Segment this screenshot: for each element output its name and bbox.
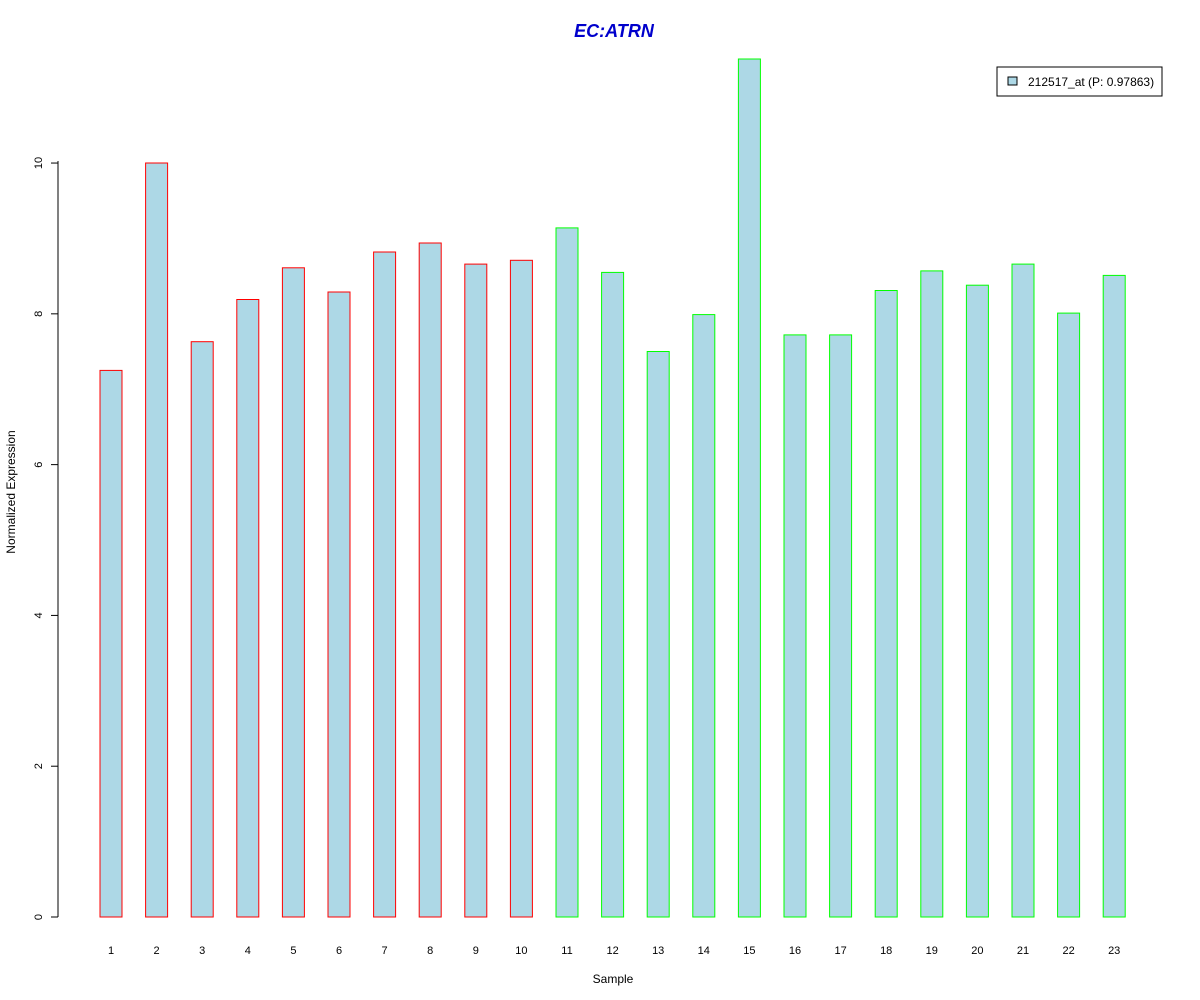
y-axis: 0 2 4 6 8 10 — [33, 157, 59, 920]
bar-sample-11 — [555, 227, 579, 918]
x-tick-label: 23 — [1108, 945, 1120, 957]
x-tick-label: 17 — [834, 945, 846, 957]
y-tick-label: 10 — [33, 157, 45, 169]
bar-sample-3 — [190, 341, 214, 918]
x-tick-labels: 1 2 3 4 5 6 7 8 9 10 11 12 13 14 15 16 17 18 19 20 21 22 23 — [108, 945, 1120, 957]
x-tick-label: 1 — [108, 945, 114, 957]
x-tick-label: 3 — [199, 945, 205, 957]
bar-sample-10 — [509, 259, 533, 918]
x-tick-label: 2 — [154, 945, 160, 957]
y-tick-label: 4 — [33, 612, 45, 618]
bar-sample-18 — [874, 290, 898, 918]
x-tick-label: 21 — [1017, 945, 1029, 957]
x-tick-label: 5 — [290, 945, 296, 957]
bar-sample-9 — [464, 263, 488, 918]
x-axis-label: Sample — [593, 972, 634, 986]
x-tick-label: 14 — [698, 945, 710, 957]
bar-sample-16 — [783, 334, 807, 918]
legend-entry: 212517_at (P: 0.97863) — [1028, 75, 1154, 89]
bar-sample-23 — [1102, 274, 1126, 918]
bar-sample-22 — [1057, 312, 1081, 918]
bar-sample-4 — [236, 299, 260, 918]
bar-sample-12 — [601, 271, 625, 918]
bar-sample-17 — [829, 334, 853, 918]
x-tick-label: 7 — [382, 945, 388, 957]
bar-sample-14 — [692, 314, 716, 918]
y-tick-label: 2 — [33, 763, 45, 769]
x-tick-label: 9 — [473, 945, 479, 957]
bar-sample-13 — [646, 351, 670, 918]
x-tick-label: 12 — [606, 945, 618, 957]
y-tick-label: 0 — [33, 914, 45, 920]
y-tick-label: 6 — [33, 462, 45, 468]
x-tick-label: 11 — [561, 945, 572, 957]
legend-box — [996, 66, 1163, 97]
bar-sample-7 — [373, 251, 397, 918]
x-tick-label: 6 — [336, 945, 342, 957]
y-tick-label: 8 — [33, 311, 45, 317]
bar-sample-19 — [920, 270, 944, 918]
legend-swatch — [1007, 76, 1018, 86]
x-tick-label: 20 — [971, 945, 983, 957]
bar-sample-8 — [418, 242, 442, 918]
bar-sample-21 — [1011, 263, 1035, 918]
bar-sample-6 — [327, 291, 351, 918]
x-tick-label: 19 — [926, 945, 938, 957]
x-tick-label: 8 — [427, 945, 433, 957]
x-tick-label: 22 — [1062, 945, 1074, 957]
x-tick-label: 10 — [515, 945, 527, 957]
bar-sample-20 — [965, 284, 989, 918]
x-tick-label: 15 — [743, 945, 755, 957]
x-tick-label: 16 — [789, 945, 801, 957]
y-axis-label: Normalized Expression — [4, 430, 18, 553]
x-tick-label: 18 — [880, 945, 892, 957]
bar-sample-1 — [99, 369, 123, 918]
bar-sample-5 — [281, 267, 305, 918]
x-tick-label: 13 — [652, 945, 664, 957]
bar-sample-2 — [145, 162, 169, 918]
x-tick-label: 4 — [245, 945, 251, 957]
chart-title: EC:ATRN — [574, 21, 655, 41]
legend: 212517_at (P: 0.97863) — [996, 66, 1163, 97]
bar-sample-15 — [737, 58, 761, 918]
bars — [99, 58, 1126, 918]
